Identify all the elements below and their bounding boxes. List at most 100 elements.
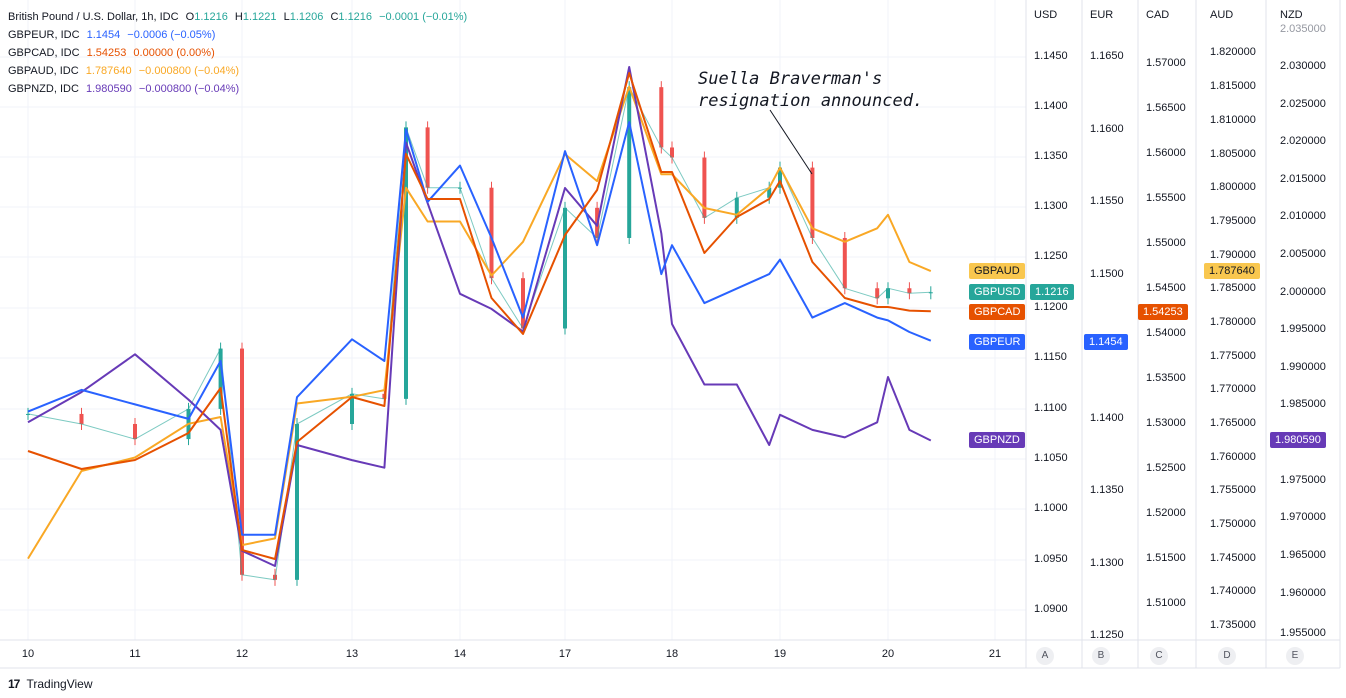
time-tick: 12 xyxy=(235,648,249,660)
badge-gbpcad: GBPCAD xyxy=(969,304,1026,320)
candle-body xyxy=(133,423,137,440)
axis-tick-nzd: 2.035000 xyxy=(1280,23,1326,35)
legend-value: 1.980590 xyxy=(85,83,132,95)
axis-tick-cad: 1.53500 xyxy=(1146,372,1186,384)
badge-usd-value: 1.1216 xyxy=(1030,284,1074,300)
candle-body xyxy=(404,127,408,399)
candle-body xyxy=(734,197,739,218)
time-tick: 10 xyxy=(21,648,35,660)
candle-body xyxy=(563,207,567,329)
candle-body xyxy=(810,167,815,238)
chart-legend: British Pound / U.S. Dollar, 1h, IDC O1.… xyxy=(8,8,467,98)
axis-tick-eur: 1.1400 xyxy=(1090,412,1124,424)
axis-tick-aud: 1.770000 xyxy=(1210,383,1256,395)
candle-body xyxy=(521,278,525,329)
axis-tick-usd: 1.1400 xyxy=(1034,100,1068,112)
legend-name: GBPNZD, IDC xyxy=(8,83,79,95)
time-tick: 21 xyxy=(988,648,1002,660)
candle-body xyxy=(702,157,707,218)
brand-name: TradingView xyxy=(26,677,93,691)
candle-body xyxy=(218,348,223,409)
axis-tick-aud: 1.765000 xyxy=(1210,417,1256,429)
axis-tick-aud: 1.805000 xyxy=(1210,148,1256,160)
series-line-gbpcad xyxy=(27,72,931,560)
series-line-gbpeur xyxy=(27,121,932,536)
axis-tick-nzd: 1.960000 xyxy=(1280,587,1326,599)
axis-scale-button-b[interactable]: B xyxy=(1092,647,1110,665)
axis-tick-eur: 1.1550 xyxy=(1090,195,1124,207)
axis-tick-nzd: 1.975000 xyxy=(1280,474,1326,486)
axis-tick-usd: 1.1200 xyxy=(1034,301,1068,313)
axis-tick-usd: 1.1050 xyxy=(1034,452,1068,464)
axis-tick-usd: 1.1250 xyxy=(1034,250,1068,262)
candle-body xyxy=(875,288,880,299)
candle-body xyxy=(489,187,494,279)
time-tick: 17 xyxy=(558,648,572,660)
axis-tick-nzd: 1.955000 xyxy=(1280,627,1326,639)
axis-tick-eur: 1.1600 xyxy=(1090,123,1124,135)
time-tick: 18 xyxy=(665,648,679,660)
legend-value: 1.54253 xyxy=(86,47,127,59)
axis-title-nzd: NZD xyxy=(1280,9,1303,21)
low-label: L xyxy=(283,11,290,23)
axis-title-aud: AUD xyxy=(1210,9,1234,21)
time-tick: 20 xyxy=(881,648,895,660)
axis-tick-eur: 1.1300 xyxy=(1090,557,1124,569)
axis-scale-button-a[interactable]: A xyxy=(1036,647,1054,665)
legend-name: GBPCAD, IDC xyxy=(8,47,80,59)
axis-tick-cad: 1.52500 xyxy=(1146,462,1186,474)
series-lines xyxy=(27,66,932,567)
change-value: −0.0001 (−0.01%) xyxy=(379,11,468,23)
axis-tick-cad: 1.54000 xyxy=(1146,327,1186,339)
legend-change: −0.000800 (−0.04%) xyxy=(138,83,240,95)
legend-item-gbpeur: GBPEUR, IDC 1.1454 −0.0006 (−0.05%) xyxy=(8,26,467,44)
axis-tick-nzd: 2.000000 xyxy=(1280,286,1326,298)
candle-body xyxy=(425,127,430,188)
badge-label: GBPNZD xyxy=(974,434,1020,446)
axis-tick-aud: 1.775000 xyxy=(1210,350,1256,362)
axis-tick-aud: 1.760000 xyxy=(1210,451,1256,463)
candle-body xyxy=(627,87,632,238)
axis-tick-eur: 1.1500 xyxy=(1090,268,1124,280)
axis-tick-aud: 1.795000 xyxy=(1210,215,1256,227)
badge-gbpusd: GBPUSD xyxy=(969,284,1026,300)
axis-tick-aud: 1.750000 xyxy=(1210,518,1256,530)
close-value: 1.1216 xyxy=(338,11,373,23)
open-label: O xyxy=(185,11,195,23)
badge-aud-value: 1.787640 xyxy=(1204,263,1260,279)
axis-tick-aud: 1.755000 xyxy=(1210,484,1256,496)
badge-label: GBPEUR xyxy=(974,336,1021,348)
time-tick: 11 xyxy=(129,648,141,660)
axis-title-cad: CAD xyxy=(1146,9,1170,21)
legend-name: GBPEUR, IDC xyxy=(8,29,80,41)
legend-item-gbpaud: GBPAUD, IDC 1.787640 −0.000800 (−0.04%) xyxy=(8,62,467,80)
candle-body xyxy=(842,237,847,289)
axis-tick-cad: 1.53000 xyxy=(1146,417,1186,429)
high-label: H xyxy=(234,11,243,23)
candle-body xyxy=(350,393,354,424)
axis-tick-cad: 1.51000 xyxy=(1146,597,1186,609)
time-tick: 13 xyxy=(345,648,359,660)
candle-body xyxy=(295,423,299,580)
axis-tick-aud: 1.800000 xyxy=(1210,181,1256,193)
axis-tick-aud: 1.745000 xyxy=(1210,552,1256,564)
axis-tick-nzd: 1.990000 xyxy=(1280,361,1326,373)
axis-tick-usd: 1.1450 xyxy=(1034,50,1068,62)
axis-scale-button-c[interactable]: C xyxy=(1150,647,1168,665)
badge-gbpnzd: GBPNZD xyxy=(969,432,1025,448)
axis-tick-usd: 1.0900 xyxy=(1034,603,1068,615)
axis-tick-usd: 1.1100 xyxy=(1034,402,1067,414)
tradingview-footer[interactable]: 17 TradingView xyxy=(8,677,93,691)
axis-tick-usd: 1.0950 xyxy=(1034,553,1068,565)
legend-item-gbpnzd: GBPNZD, IDC 1.980590 −0.000800 (−0.04%) xyxy=(8,80,467,98)
badge-label: GBPCAD xyxy=(974,306,1021,318)
close-label: C xyxy=(330,11,339,23)
badge-label: GBPAUD xyxy=(974,265,1020,277)
legend-item-gbpcad: GBPCAD, IDC 1.54253 0.00000 (0.00%) xyxy=(8,44,467,62)
axis-tick-aud: 1.820000 xyxy=(1210,46,1256,58)
axis-scale-button-d[interactable]: D xyxy=(1218,647,1236,665)
axis-frames xyxy=(0,0,1341,669)
axis-scale-button-e[interactable]: E xyxy=(1286,647,1304,665)
candle-body xyxy=(907,288,912,294)
